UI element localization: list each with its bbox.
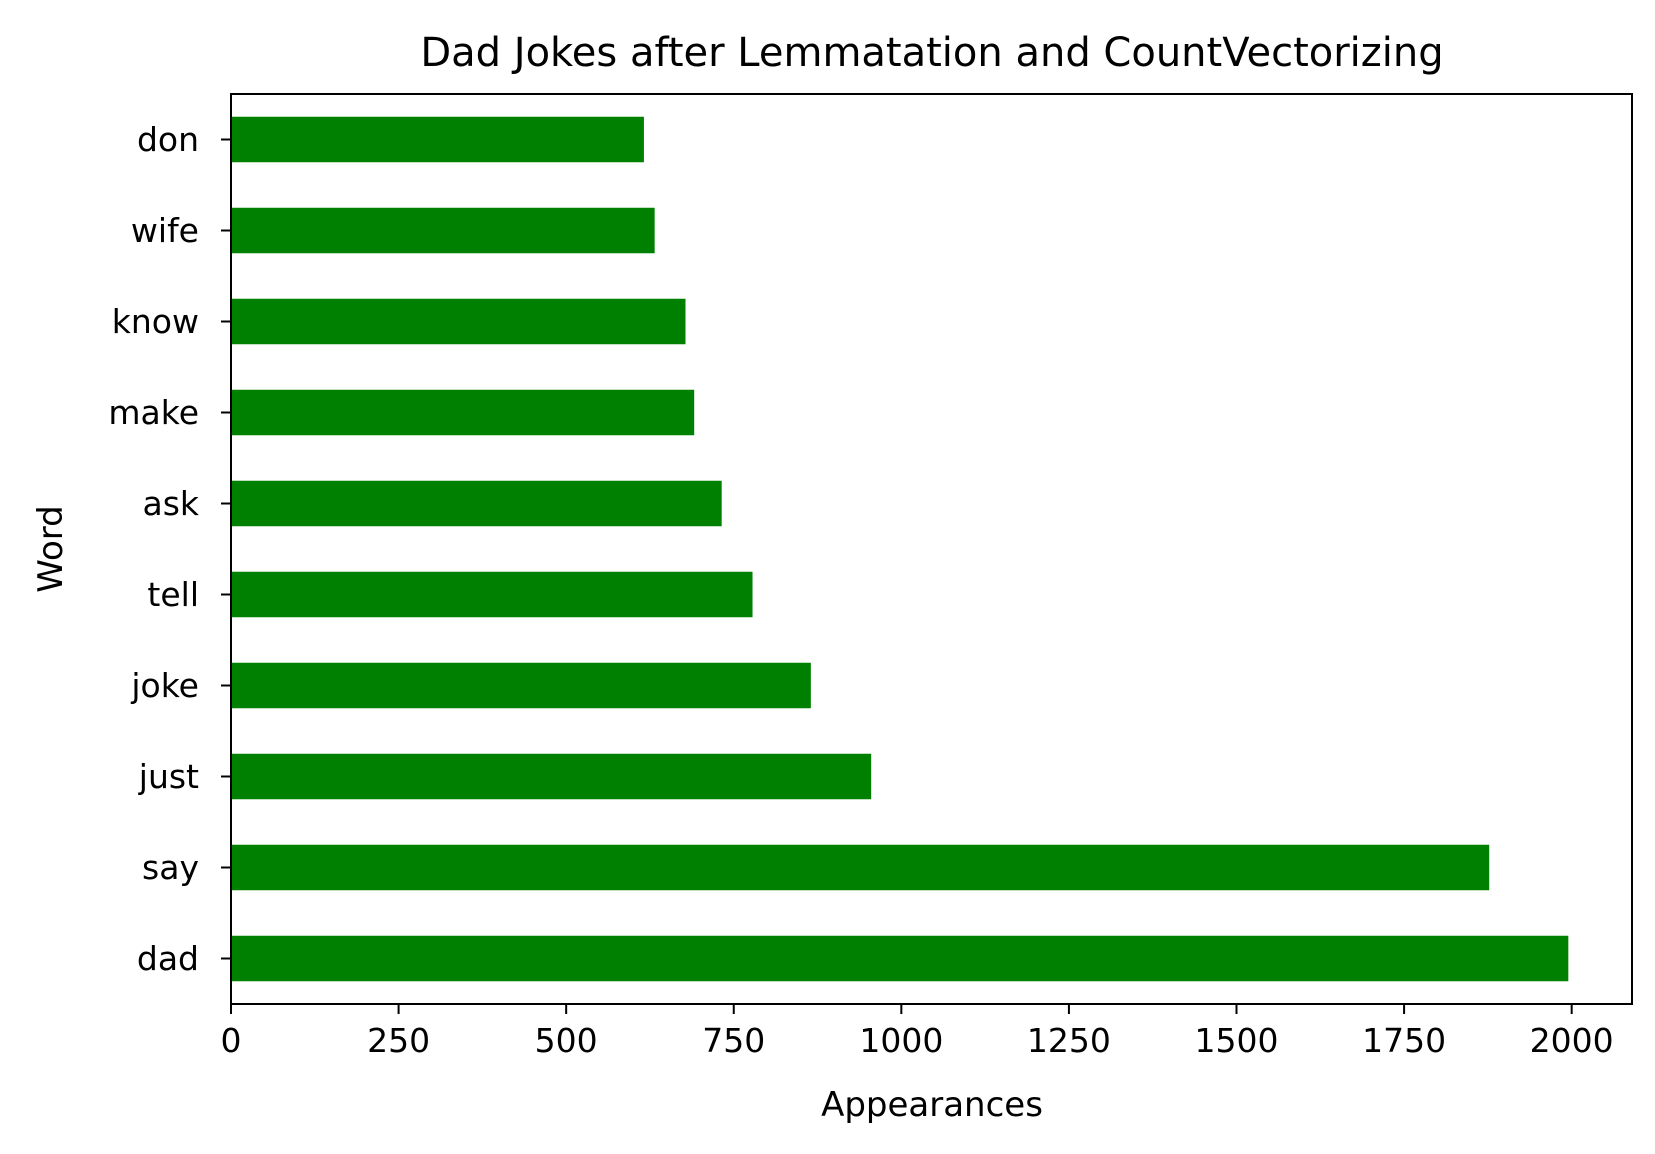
bar-ask xyxy=(231,480,722,527)
x-tick-label: 1500 xyxy=(1195,1021,1279,1060)
x-tick-label: 500 xyxy=(535,1021,598,1060)
bar-just xyxy=(231,753,872,800)
plot-frame xyxy=(230,93,1633,1005)
y-tick-label: make xyxy=(108,393,199,432)
x-tick-label: 750 xyxy=(702,1021,765,1060)
x-tick-label: 2000 xyxy=(1530,1021,1614,1060)
y-tick-label: say xyxy=(142,848,199,887)
bars-group xyxy=(231,116,1569,982)
x-axis-ticks: 0 250 500 750 1000 1250 1500 1750 2000 xyxy=(221,1004,1614,1060)
x-tick-label: 1750 xyxy=(1362,1021,1446,1060)
bar-wife xyxy=(231,207,655,254)
y-tick-label: just xyxy=(138,757,199,796)
y-tick-label: ask xyxy=(142,484,199,523)
y-tick-label: tell xyxy=(147,575,199,614)
x-tick-label: 1000 xyxy=(859,1021,943,1060)
y-tick-label: know xyxy=(112,302,199,341)
x-tick-label: 0 xyxy=(221,1021,242,1060)
y-tick-label: joke xyxy=(130,666,199,705)
chart-title: Dad Jokes after Lemmatation and CountVec… xyxy=(420,30,1443,76)
bar-say xyxy=(231,844,1490,891)
bar-make xyxy=(231,389,695,436)
bar-dad xyxy=(231,935,1569,982)
bar-don xyxy=(231,116,644,163)
y-axis-label: Word xyxy=(31,505,71,592)
y-tick-label: wife xyxy=(131,211,199,250)
y-tick-label: dad xyxy=(137,939,199,978)
bar-tell xyxy=(231,571,753,618)
x-axis-label: Appearances xyxy=(821,1085,1043,1125)
y-tick-label: don xyxy=(137,120,199,159)
bar-joke xyxy=(231,662,811,709)
y-axis-ticks: dad say just joke tell ask make know wife don xyxy=(108,120,231,978)
x-tick-label: 250 xyxy=(367,1021,430,1060)
x-tick-label: 1250 xyxy=(1027,1021,1111,1060)
bar-know xyxy=(231,298,686,345)
